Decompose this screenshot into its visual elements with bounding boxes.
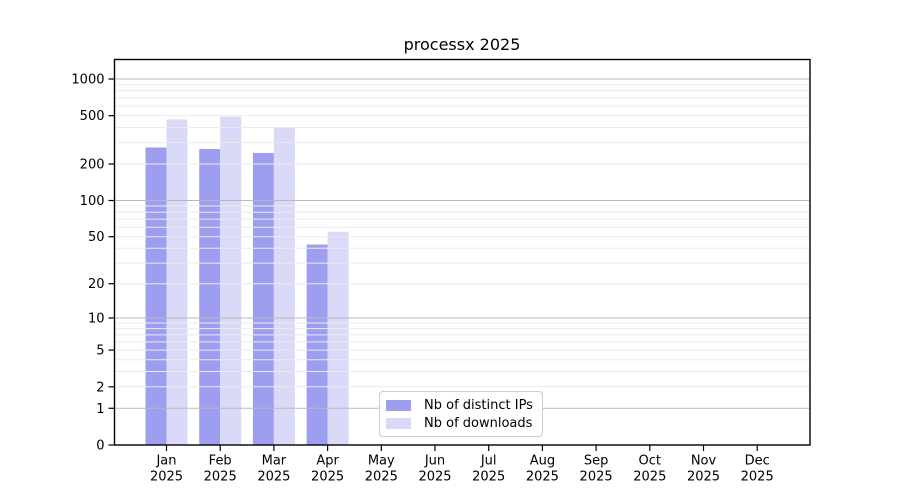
ytick-label-10: 10 [88, 311, 105, 326]
ytick-label-200: 200 [80, 158, 105, 173]
ytick-label-500: 500 [80, 109, 105, 124]
xtick-label-year-jul: 2025 [472, 470, 505, 485]
xtick-label-month-dec: Dec [745, 454, 770, 469]
xtick-label-year-nov: 2025 [687, 470, 720, 485]
legend-label-downloads: Nb of downloads [424, 415, 533, 431]
ytick-label-20: 20 [88, 277, 105, 292]
bar-downloads-mar [273, 127, 295, 445]
xtick-label-year-jun: 2025 [418, 470, 451, 485]
legend-swatch-downloads-icon [386, 417, 411, 429]
xtick-label-year-oct: 2025 [633, 470, 666, 485]
ytick-label-0: 0 [96, 439, 104, 454]
legend-label-distinct-ips: Nb of distinct IPs [424, 397, 533, 413]
legend: Nb of distinct IPs Nb of downloads [379, 391, 543, 437]
xtick-label-year-dec: 2025 [741, 470, 774, 485]
ytick-label-5: 5 [96, 344, 104, 359]
legend-item-distinct-ips: Nb of distinct IPs [386, 397, 542, 413]
ytick-label-100: 100 [80, 194, 105, 209]
xtick-label-month-sep: Sep [584, 454, 609, 469]
xtick-label-year-mar: 2025 [257, 470, 290, 485]
xtick-label-year-may: 2025 [365, 470, 398, 485]
bar-ips-apr [306, 244, 328, 445]
bar-ips-feb [199, 149, 221, 445]
xtick-label-month-jan: Jan [155, 454, 176, 469]
xtick-label-month-oct: Oct [639, 454, 661, 469]
legend-swatch-distinct-ips-icon [386, 399, 411, 411]
xtick-label-month-feb: Feb [209, 454, 232, 469]
xtick-label-month-aug: Aug [530, 454, 555, 469]
plot-border [113, 58, 811, 446]
legend-item-downloads: Nb of downloads [386, 415, 542, 431]
xtick-label-year-sep: 2025 [580, 470, 613, 485]
ytick-label-1: 1 [96, 402, 104, 417]
bar-ips-mar [252, 152, 274, 445]
xtick-label-month-jun: Jun [424, 454, 445, 469]
ytick-label-1000: 1000 [71, 73, 104, 88]
xtick-label-month-apr: Apr [316, 454, 339, 469]
bar-downloads-apr [327, 231, 349, 445]
bar-downloads-jan [166, 119, 188, 445]
bar-downloads-feb [220, 116, 242, 445]
xtick-label-month-may: May [368, 454, 395, 469]
ytick-label-50: 50 [88, 230, 105, 245]
xtick-label-year-aug: 2025 [526, 470, 559, 485]
xtick-label-year-feb: 2025 [204, 470, 237, 485]
ytick-label-2: 2 [96, 380, 104, 395]
bar-ips-jan [145, 147, 167, 445]
xtick-label-year-jan: 2025 [150, 470, 183, 485]
xtick-label-month-jul: Jul [480, 454, 497, 469]
xtick-label-month-mar: Mar [262, 454, 287, 469]
xtick-label-month-nov: Nov [691, 454, 717, 469]
xtick-label-year-apr: 2025 [311, 470, 344, 485]
chart-title: processx 2025 [403, 35, 521, 54]
